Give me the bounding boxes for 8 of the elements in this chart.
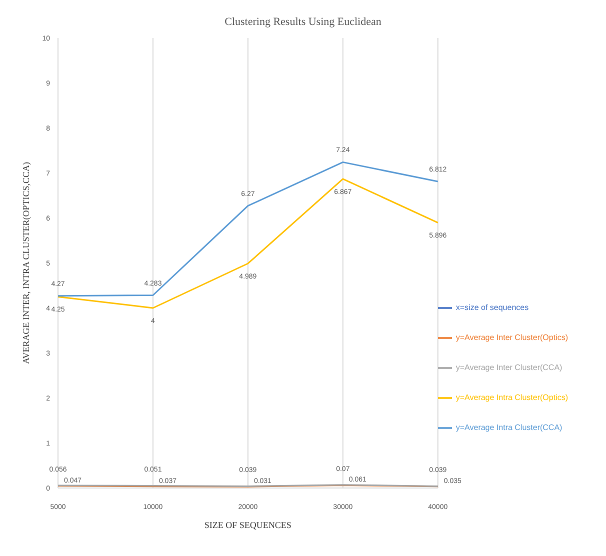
legend-label: y=Average Intra Cluster(Optics) bbox=[456, 393, 568, 402]
chart-title: Clustering Results Using Euclidean bbox=[224, 15, 382, 28]
legend-label: y=Average Inter Cluster(Optics) bbox=[456, 333, 568, 342]
x-axis-title: SIZE OF SEQUENCES bbox=[204, 520, 292, 530]
legend-label: y=Average Intra Cluster(CCA) bbox=[456, 423, 562, 432]
legend-label: x=size of sequences bbox=[456, 303, 529, 312]
y-axis-title: AVERAGE INTER, INTRA CLUSTER(OPTICS,CCA) bbox=[21, 162, 32, 364]
legend-label: y=Average Inter Cluster(CCA) bbox=[456, 363, 562, 372]
